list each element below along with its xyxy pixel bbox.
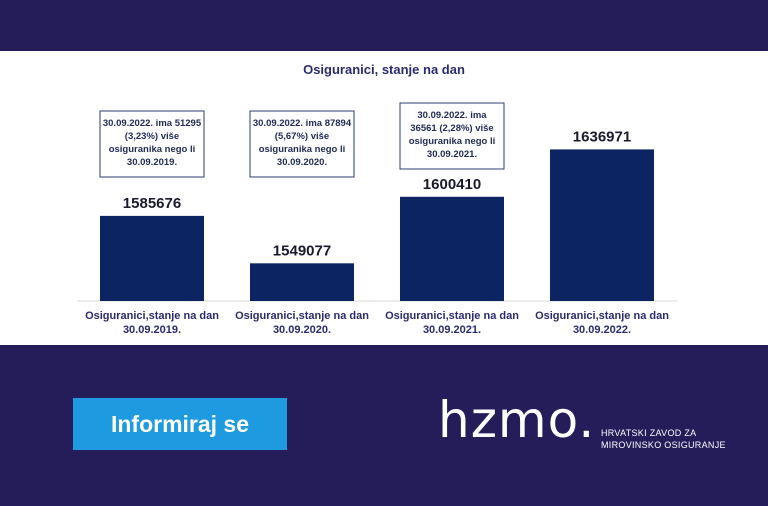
value-label-2: 1549077 bbox=[273, 242, 331, 259]
hzmo-logo: hzmo. bbox=[438, 391, 596, 449]
logo-subtitle-line-2: MIROVINSKO OSIGURANJE bbox=[601, 440, 726, 450]
callout-text-3: 30.09.2022. ima 36561 (2,28%) više osigura… bbox=[409, 110, 496, 160]
category-label-4: Osiguranici,stanje na dan 30.09.2022. bbox=[535, 310, 669, 336]
bar-3 bbox=[400, 196, 504, 301]
category-label-2: Osiguranici,stanje na dan 30.09.2020. bbox=[235, 310, 369, 336]
callout-box-1 bbox=[99, 110, 205, 178]
callout-text-2: 30.09.2022. ima 87894 (5,67%) više osigura… bbox=[253, 118, 352, 168]
value-label-4: 1636971 bbox=[573, 128, 631, 145]
bar-2 bbox=[250, 263, 354, 301]
informiraj-se-button[interactable]: Informiraj se bbox=[73, 398, 287, 450]
value-label-3: 1600410 bbox=[423, 176, 481, 193]
callout-box-3 bbox=[399, 102, 505, 170]
category-label-3: Osiguranici,stanje na dan 30.09.2021. bbox=[385, 310, 519, 336]
bar-chart: Osiguranici, stanje na dan 1585676 Osigur… bbox=[77, 62, 677, 336]
chart-title: Osiguranici, stanje na dan bbox=[303, 62, 465, 77]
logo-subtitle: HRVATSKI ZAVOD ZA MIROVINSKO OSIGURANJE bbox=[601, 427, 726, 451]
logo-subtitle-line-1: HRVATSKI ZAVOD ZA bbox=[601, 428, 697, 438]
callout-text-1: 30.09.2022. ima 51295 (3,23%) više osigura… bbox=[103, 118, 202, 168]
value-label-1: 1585676 bbox=[123, 195, 181, 212]
chart-panel: Osiguranici, stanje na dan 1585676 Osigur… bbox=[0, 51, 768, 345]
bar-1 bbox=[100, 215, 204, 301]
bar-4 bbox=[550, 149, 654, 301]
category-label-1: Osiguranici,stanje na dan 30.09.2019. bbox=[85, 310, 219, 336]
callout-box-2 bbox=[249, 110, 355, 178]
